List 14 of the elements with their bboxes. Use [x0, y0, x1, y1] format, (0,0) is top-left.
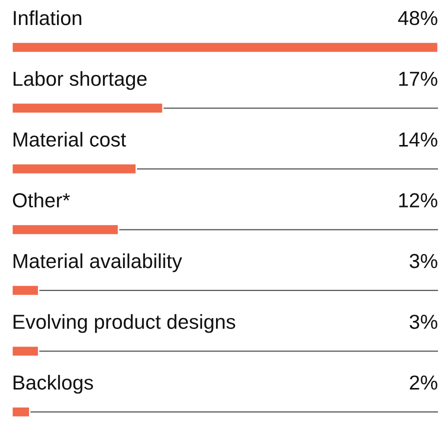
y-tick-label: Labor shortage: [14, 71, 147, 90]
y-tick-label: Material cost: [14, 132, 126, 147]
y-tick-label: Material availability: [14, 253, 182, 272]
data-label: 3%: [410, 314, 438, 329]
data-label: 3%: [410, 254, 438, 268]
y-tick-label: Inflation: [14, 10, 82, 26]
y-tick-label: Evolving product designs: [14, 314, 236, 333]
data-label: 2%: [410, 375, 438, 390]
data-label: 48%: [398, 10, 438, 26]
data-label: 12%: [399, 193, 438, 208]
data-label: 14%: [399, 132, 438, 147]
y-tick-label: Other*: [12, 192, 70, 208]
data-label: 17%: [399, 72, 438, 86]
y-tick-label: Backlogs: [14, 374, 93, 394]
